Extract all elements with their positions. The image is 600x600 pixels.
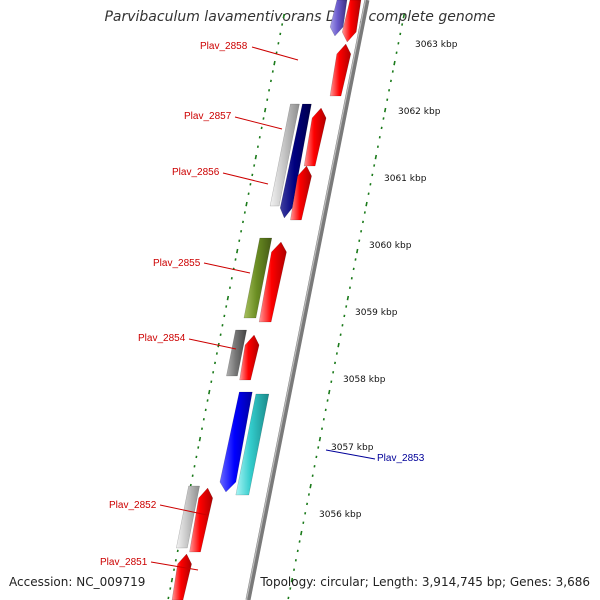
gene-label-plav-2853[interactable]: Plav_2853 <box>377 453 425 464</box>
tick-mark <box>198 436 202 442</box>
kbp-label: 3060 kbp <box>369 241 412 251</box>
tick-mark <box>254 154 258 160</box>
tick-mark <box>346 295 350 301</box>
cds-plav-2852-light[interactable] <box>175 485 200 549</box>
genome-backbone-highlight <box>245 0 367 600</box>
tick-mark <box>290 577 294 583</box>
feature-track <box>171 0 362 600</box>
tick-mark <box>383 107 387 113</box>
gene-label-plav-2857[interactable]: Plav_2857 <box>184 111 232 122</box>
genome-summary: Topology: circular; Length: 3,914,745 bp… <box>260 575 590 589</box>
genes-value: 3,686 <box>555 575 590 589</box>
cds-plav-2855-olive[interactable] <box>243 237 273 319</box>
tick-mark <box>374 154 378 160</box>
cds-plav-2857-navy[interactable] <box>279 103 312 219</box>
kbp-label: 3061 kbp <box>384 174 427 184</box>
tick-mark <box>208 389 211 395</box>
gene-label-plav-2852[interactable]: Plav_2852 <box>109 500 157 511</box>
tick-mark <box>337 342 340 348</box>
cds-plav-2857-red[interactable] <box>303 107 327 167</box>
tick-mark <box>235 248 239 254</box>
kbp-label: 3062 kbp <box>398 107 441 117</box>
tick-mark <box>328 389 331 395</box>
tick-mark <box>393 60 396 66</box>
kbp-label: 3057 kbp <box>331 443 374 453</box>
kbp-label: 3059 kbp <box>355 308 398 318</box>
leader-plav-2858 <box>251 46 299 61</box>
cds-plav-2857-light[interactable] <box>269 103 300 207</box>
leader-plav-2856 <box>222 172 269 185</box>
cds-plav-2853-blue[interactable] <box>219 391 253 493</box>
genes-label: Genes: <box>509 575 552 589</box>
tick-mark <box>402 13 406 19</box>
accession-value: NC_009719 <box>76 575 146 589</box>
topology-value: circular <box>320 575 365 589</box>
gene-label-plav-2856[interactable]: Plav_2856 <box>172 167 220 178</box>
kbp-label: 3063 kbp <box>415 40 458 50</box>
cds-plav-2859-red[interactable] <box>341 0 362 43</box>
gene-label-plav-2858[interactable]: Plav_2858 <box>200 41 248 52</box>
gene-labels: Plav_2858 Plav_2857 Plav_2856 Plav_2855 … <box>100 41 425 568</box>
label-leader-lines <box>150 46 376 571</box>
gene-label-plav-2851[interactable]: Plav_2851 <box>100 557 148 568</box>
kbp-scale-labels: 3063 kbp 3062 kbp 3061 kbp 3060 kbp 3059… <box>319 40 458 520</box>
gene-label-plav-2855[interactable]: Plav_2855 <box>153 258 201 269</box>
cds-plav-2854-gray[interactable] <box>226 329 247 377</box>
gene-label-plav-2854[interactable]: Plav_2854 <box>138 333 186 344</box>
tick-mark <box>170 577 174 583</box>
kbp-label: 3058 kbp <box>343 375 386 385</box>
tick-mark <box>355 248 359 254</box>
cds-plav-2858[interactable] <box>329 43 352 97</box>
cds-plav-2853-cyan[interactable] <box>235 393 270 496</box>
tick-mark <box>300 530 303 536</box>
cds-plav-2856-red[interactable] <box>290 165 312 221</box>
length-value: 3,914,745 bp <box>421 575 502 589</box>
tick-marks-outer <box>287 13 406 600</box>
leader-plav-2855 <box>203 262 251 274</box>
cds-plav-2859-lavender[interactable] <box>329 0 348 37</box>
tick-mark <box>309 483 312 489</box>
accession-label: Accession: <box>9 575 73 589</box>
leader-plav-2853 <box>325 449 376 460</box>
length-label: Length: <box>372 575 419 589</box>
tick-mark <box>318 436 322 442</box>
cds-plav-2851-red[interactable] <box>171 553 192 600</box>
leader-plav-2852 <box>159 504 208 516</box>
topology-label: Topology: <box>260 575 317 589</box>
leader-plav-2851 <box>150 561 199 571</box>
cds-plav-2852-red[interactable] <box>189 487 213 553</box>
leader-plav-2857 <box>234 116 283 130</box>
tick-mark <box>226 295 230 301</box>
tick-mark <box>282 13 286 19</box>
accession-info: Accession: NC_009719 <box>9 575 145 589</box>
kbp-label: 3056 kbp <box>319 510 362 520</box>
cds-plav-2854-red[interactable] <box>239 334 260 381</box>
genome-backbone <box>245 0 370 600</box>
tick-mark <box>263 107 267 113</box>
tick-mark <box>245 201 248 207</box>
leader-plav-2854 <box>188 338 237 350</box>
cds-plav-2855-red[interactable] <box>258 241 287 323</box>
tick-mark <box>365 201 368 207</box>
tick-mark <box>273 60 276 66</box>
map-title: Parvibaculum lavamentivorans DS-1, compl… <box>104 9 496 25</box>
